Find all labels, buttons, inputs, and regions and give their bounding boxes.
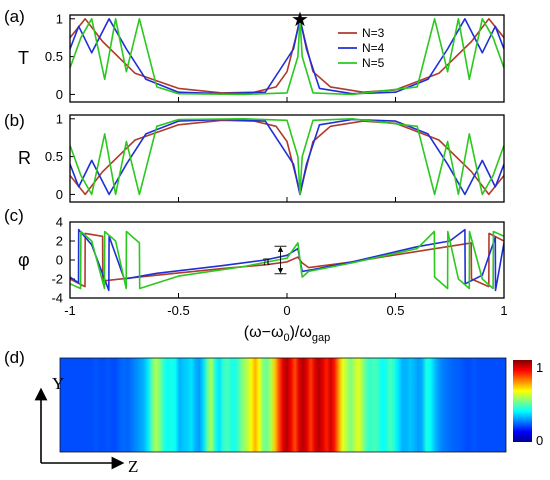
y-axis-label-r: R: [18, 148, 31, 168]
series-line-n5-a: [70, 17, 504, 96]
x-tick-label: 0.5: [386, 303, 404, 318]
y-tick-label-a: 1: [56, 11, 63, 26]
y-tick-label-c: 0: [56, 253, 63, 268]
y-tick-label-b: 0.5: [45, 149, 63, 164]
axes-c: -1 -0.5 0 0.5 1 -4 -2 0 2 4: [51, 215, 507, 319]
y-tick-label-b: 1: [56, 111, 63, 126]
plot-frame-c: [69, 221, 505, 299]
axes-a: 00.51: [45, 11, 505, 102]
colorbar: [513, 360, 532, 442]
field-intensity-heatmap: [60, 358, 506, 452]
series-line-n4-a: [70, 17, 504, 95]
plot-frame-b: [69, 114, 505, 203]
x-tick-label: 0: [283, 303, 290, 318]
legend-label-n3: N=3: [362, 26, 385, 40]
x-tick-label: -0.5: [167, 303, 189, 318]
y-direction-label: Y: [52, 374, 64, 393]
colorbar-min-label: 0: [536, 433, 543, 448]
panel-b-reflection: (b) R 0 0.5 1: [4, 111, 505, 203]
pi-label: π: [263, 254, 270, 269]
legend-label-n4: N=4: [362, 41, 385, 55]
x-tick-label: -1: [64, 303, 76, 318]
panel-d-field-map: (d) Y Z 1 0: [4, 348, 543, 476]
series-lines-a: [70, 17, 504, 96]
panel-label-b: (b): [4, 111, 25, 130]
series-lines-c: [70, 228, 504, 292]
legend: N=3N=4N=5: [338, 26, 385, 70]
series-line-n4-b: [70, 118, 504, 196]
y-tick-label-c: -2: [51, 272, 63, 287]
y-tick-label-c: 2: [56, 234, 63, 249]
heatmap-frame: [59, 357, 507, 453]
series-line-n3-a: [70, 17, 504, 94]
series-line-n5-c: [70, 230, 504, 290]
legend-label-n5: N=5: [362, 56, 385, 70]
series-lines-b: [70, 118, 504, 196]
colorbar-max-label: 1: [536, 360, 543, 375]
y-tick-label-a: 0: [56, 87, 63, 102]
panel-label-a: (a): [4, 7, 25, 26]
panel-label-c: (c): [4, 206, 24, 225]
plot-frame-a: [69, 14, 505, 103]
y-axis-label-t: T: [18, 48, 29, 68]
series-line-n5-b: [70, 118, 504, 196]
series-line-n3-b: [70, 119, 504, 196]
y-axis-label-phi: φ: [18, 250, 30, 270]
y-tick-label-a: 0.5: [45, 49, 63, 64]
panel-label-d: (d): [4, 348, 25, 367]
x-axis-label: (ω−ω0)/ωgap: [244, 324, 330, 344]
y-tick-label-c: -4: [51, 291, 63, 306]
peak-star-marker: ★: [291, 9, 309, 31]
y-tick-label-c: 4: [56, 215, 63, 230]
x-tick-label: 1: [500, 303, 507, 318]
z-direction-label: Z: [128, 457, 138, 476]
panel-a-transmission: (a) T 00.51 ★ N=3N=4N=5: [4, 7, 505, 103]
panel-c-phase: (c) φ -1 -0.5 0 0.5 1 -4 -2 0 2 4 π (ω−ω0)/ωgap: [4, 206, 508, 344]
pi-phase-jump-annotation: π: [263, 245, 287, 275]
y-tick-label-b: 0: [56, 187, 63, 202]
series-line-n3-c: [70, 232, 504, 288]
